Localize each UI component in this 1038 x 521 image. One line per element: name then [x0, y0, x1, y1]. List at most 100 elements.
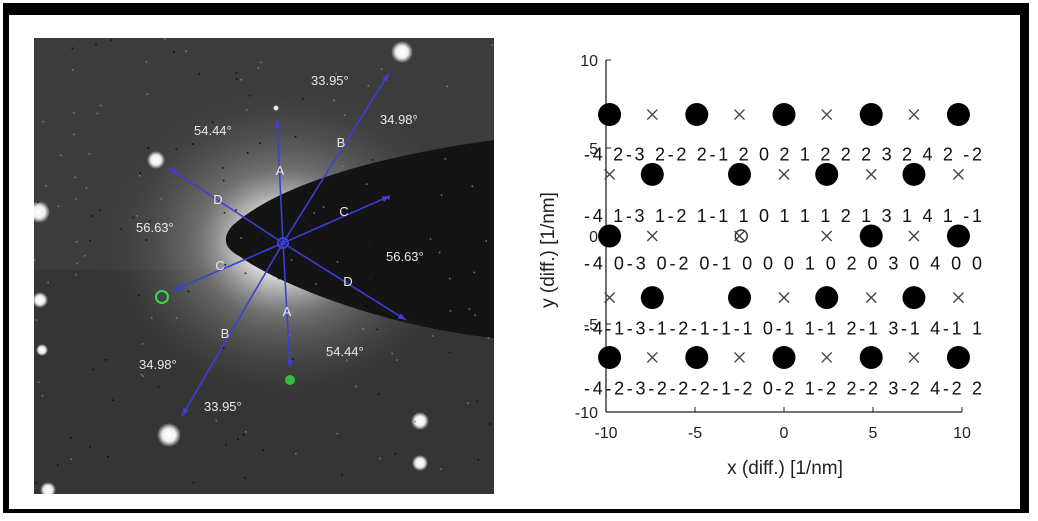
- diffraction-spot: [411, 412, 429, 430]
- index-label-row: -4 1-3 1-2 1-1 1 0 1 1 1 2 1 3 1 4 1 -1: [584, 206, 982, 226]
- diffraction-spot: [34, 292, 48, 308]
- y-axis-label: y (diff.) [1/nm]: [538, 192, 559, 308]
- forbidden-reflection-mark: [604, 168, 616, 180]
- forbidden-reflection-mark: [821, 351, 833, 363]
- direction-line: [282, 242, 407, 321]
- reflection-point: [598, 345, 622, 369]
- index-label-row: -4-1-3-1-2-1-1-1 0-1 1-1 2-1 3-1 4-1 1: [584, 319, 982, 339]
- reflection-point: [946, 345, 970, 369]
- diffraction-spot: [147, 151, 165, 169]
- direction-label: C: [339, 204, 348, 219]
- green-marker-spot: [155, 290, 169, 304]
- diffraction-spot: [36, 344, 48, 356]
- x-tick-label: 10: [953, 425, 971, 442]
- direction-label: B: [221, 326, 230, 341]
- diffraction-spot: [40, 482, 56, 494]
- direction-line: [282, 195, 391, 244]
- diffraction-spot: [391, 41, 413, 63]
- index-label-row: -4 0-3 0-2 0-1 0 0 0 1 0 2 0 3 0 4 0 0: [584, 253, 982, 273]
- reflection-point: [946, 224, 970, 248]
- forbidden-reflection-mark: [908, 230, 920, 242]
- index-label-row: -4 2-3 2-2 2-1 2 0 2 1 2 2 2 3 2 4 2 -2: [584, 144, 982, 164]
- reflection-point: [640, 286, 664, 310]
- forbidden-reflection-mark: [646, 230, 658, 242]
- diffraction-spot: [412, 455, 428, 471]
- index-label-row: -4-2-3-2-2-2-1-2 0-2 1-2 2-2 3-2 4-2 2: [584, 378, 982, 398]
- diffraction-spot: [273, 105, 279, 111]
- simulated-pattern-chart: -10 -5 0 5 10 10 5 0 -5 -10 -4 2-3 2-2 2-1 2 0 2 …: [538, 53, 982, 479]
- forbidden-reflection-mark: [646, 109, 658, 121]
- reflection-point: [946, 103, 970, 127]
- forbidden-reflection-mark: [734, 109, 745, 121]
- reflection-point: [685, 103, 709, 127]
- forbidden-reflection-mark: [952, 168, 964, 180]
- diffraction-spots: [34, 41, 429, 494]
- angle-label: 34.98°: [380, 112, 418, 127]
- x-tick-label: -10: [594, 425, 617, 442]
- direction-label: D: [213, 192, 222, 207]
- direction-line: [282, 242, 291, 369]
- forbidden-reflection-mark: [821, 109, 833, 121]
- angle-label: 54.44°: [194, 123, 232, 138]
- reflection-point: [772, 103, 796, 127]
- diffraction-spot: [157, 423, 181, 447]
- y-tick-label: 0: [589, 229, 598, 246]
- forbidden-reflection-mark: [734, 351, 745, 363]
- forbidden-reflection-mark: [821, 230, 833, 242]
- beam-center-marker: [277, 237, 289, 249]
- angle-label: 56.63°: [386, 249, 424, 264]
- reflection-point: [728, 162, 751, 186]
- direction-line: [181, 242, 284, 417]
- x-tick-label: 0: [780, 425, 789, 442]
- forbidden-reflection-mark: [952, 292, 964, 304]
- x-axis-label: x (diff.) [1/nm]: [727, 458, 843, 479]
- reflection-point: [598, 103, 622, 127]
- beam-stopper-shadow: [225, 140, 494, 338]
- direction-label: A: [276, 163, 285, 178]
- y-tick-label: -5: [584, 317, 598, 334]
- forbidden-reflection-mark: [908, 109, 920, 121]
- forbidden-reflection-mark: [908, 351, 920, 363]
- reflection-point: [598, 224, 622, 248]
- reflection-point: [815, 162, 839, 186]
- origin-mark: [734, 229, 748, 243]
- direction-label: C: [215, 258, 224, 273]
- x-tick-label: 5: [869, 425, 878, 442]
- forbidden-reflection-mark: [778, 168, 790, 180]
- direction-label: B: [337, 135, 346, 150]
- direction-label: D: [343, 274, 352, 289]
- reflection-point: [685, 345, 709, 369]
- reflection-point: [815, 286, 839, 310]
- direction-lines: [168, 72, 407, 417]
- angle-label: 54.44°: [326, 344, 364, 359]
- y-tick-label: -10: [575, 405, 598, 422]
- forbidden-reflection-mark: [865, 292, 877, 304]
- direction-line: [276, 119, 284, 244]
- forbidden-reflection-mark: [865, 168, 877, 180]
- reflection-point: [859, 224, 883, 248]
- reflection-point: [859, 345, 883, 369]
- forbidden-reflection-mark: [778, 292, 790, 304]
- reflection-point: [772, 345, 796, 369]
- angle-label: 34.98°: [139, 357, 177, 372]
- direction-label: A: [283, 304, 292, 319]
- forbidden-reflection-mark: [646, 351, 658, 363]
- direction-line: [168, 167, 284, 244]
- reflection-point: [902, 162, 926, 186]
- angle-label: 56.63°: [136, 220, 174, 235]
- y-tick-label: 5: [589, 141, 598, 158]
- reflection-point: [728, 286, 751, 310]
- forbidden-reflection-mark: [604, 292, 616, 304]
- reflection-point: [859, 103, 883, 127]
- direction-line: [282, 72, 390, 244]
- reflection-point: [640, 162, 664, 186]
- angle-label: 33.95°: [204, 399, 242, 414]
- green-marker-spot: [285, 375, 295, 385]
- x-tick-label: -5: [688, 425, 702, 442]
- diffraction-spot: [34, 201, 50, 223]
- reflection-point: [902, 286, 926, 310]
- angle-label: 33.95°: [311, 73, 349, 88]
- direction-line: [173, 242, 284, 291]
- y-tick-label: 10: [580, 53, 598, 70]
- saed-pattern-image: A B C D A B C D 33.95° 34.98° 54.44° 56.63° 56.63° 34…: [34, 38, 494, 494]
